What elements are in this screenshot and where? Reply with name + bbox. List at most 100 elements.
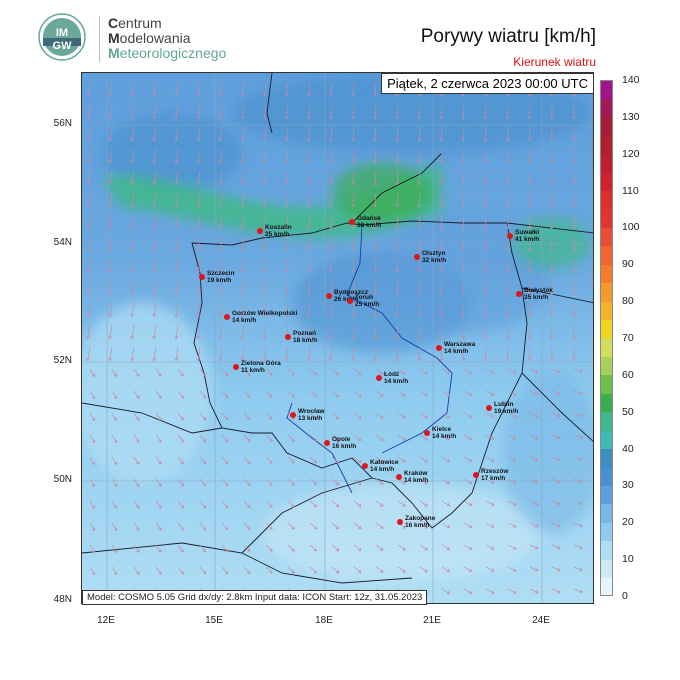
wind-arrow — [221, 456, 229, 465]
wind-arrow — [419, 412, 428, 419]
wind-arrow — [174, 258, 179, 274]
wind-arrow — [199, 478, 207, 487]
wind-arrow — [86, 236, 91, 252]
wind-arrow — [529, 412, 539, 418]
city-label: Zakopane 16 km/h — [405, 515, 435, 529]
wind-arrow — [174, 236, 179, 252]
wind-arrow — [133, 500, 140, 509]
colorbar-label: 120 — [622, 147, 640, 160]
lon-label-21: 21E — [423, 615, 441, 626]
wind-arrow — [529, 478, 539, 484]
wind-arrow — [329, 104, 333, 120]
wind-arrow — [284, 214, 289, 230]
wind-arrow — [284, 104, 289, 120]
city-marker — [347, 298, 353, 304]
wind-arrow — [155, 544, 162, 553]
wind-arrow — [262, 126, 267, 142]
lat-label-52: 52N — [53, 355, 72, 366]
wind-arrow — [262, 324, 267, 340]
wind-arrow — [196, 170, 201, 186]
wind-arrow — [395, 148, 400, 164]
svg-text:GW: GW — [53, 40, 73, 52]
wind-arrow — [485, 456, 495, 462]
wind-arrow — [155, 566, 162, 575]
colorbar-bin — [600, 540, 613, 560]
wind-arrow — [108, 148, 113, 164]
wind-arrow — [529, 544, 539, 550]
wind-arrow — [218, 170, 223, 186]
wind-arrow — [133, 390, 140, 399]
wind-arrow — [307, 82, 311, 98]
wind-arrow — [353, 368, 362, 375]
wind-arrow — [529, 500, 539, 506]
wind-arrow — [505, 148, 510, 164]
colorbar-label: 50 — [622, 405, 634, 418]
city-name: Szczecin — [207, 270, 235, 277]
wind-arrow — [461, 126, 466, 142]
map-subtitle: Kierunek wiatru — [513, 55, 596, 69]
wind-arrow — [483, 236, 488, 252]
wind-arrow — [199, 544, 207, 553]
wind-arrow — [527, 104, 532, 120]
wind-arrow — [439, 280, 444, 296]
wind-arrow — [373, 214, 377, 230]
wind-arrow — [551, 368, 561, 374]
wind-arrow — [262, 82, 267, 98]
city-marker — [233, 364, 239, 370]
colorbar-bin — [600, 503, 613, 523]
map-title: Porywy wiatru [km/h] — [420, 26, 596, 47]
wind-arrow — [243, 522, 251, 530]
wind-arrow — [284, 82, 289, 98]
wind-direction-arrows — [86, 82, 583, 598]
lat-label-48: 48N — [53, 594, 72, 605]
wind-arrow — [218, 346, 223, 362]
wind-arrow — [196, 82, 201, 98]
wind-arrow — [483, 192, 488, 208]
wind-arrow — [240, 236, 245, 252]
wind-arrow — [485, 368, 495, 374]
wind-arrow — [86, 170, 91, 186]
wind-arrow — [463, 434, 473, 440]
wind-arrow — [463, 456, 473, 462]
wind-arrow — [572, 148, 576, 164]
wind-arrow — [373, 324, 377, 340]
wind-arrow — [505, 236, 510, 252]
wind-arrow — [507, 588, 517, 594]
wind-arrow — [331, 368, 340, 376]
wind-arrow — [89, 478, 95, 488]
wind-arrow — [395, 192, 400, 208]
wind-arrow — [262, 302, 267, 318]
wind-arrow — [218, 236, 223, 252]
city-marker — [473, 472, 479, 478]
wind-arrow — [199, 522, 207, 531]
wind-arrow — [240, 170, 245, 186]
wind-arrow — [505, 324, 510, 340]
wind-arrow — [351, 126, 355, 142]
wind-arrow — [130, 82, 135, 98]
wind-arrow — [174, 346, 179, 362]
colorbar-bin — [600, 98, 613, 118]
wind-arrow — [331, 566, 340, 574]
wind-arrow — [507, 368, 517, 374]
wind-arrow — [505, 346, 510, 362]
city-gust-value: 16 km/h — [405, 522, 430, 529]
city-marker — [516, 291, 522, 297]
wind-arrow — [353, 390, 362, 397]
city-label: Gorzów Wielkopolski 14 km/h — [232, 310, 297, 324]
wind-arrow — [329, 214, 333, 230]
wind-arrow — [262, 346, 267, 362]
colorbar-bin — [600, 264, 613, 284]
colorbar-bin — [600, 374, 613, 394]
wind-arrow — [309, 412, 318, 420]
wind-arrow — [243, 390, 251, 398]
wind-arrow — [221, 434, 229, 443]
wind-arrow — [373, 280, 377, 296]
city-label: Zielona Góra 11 km/h — [241, 360, 281, 374]
wind-arrow — [196, 280, 201, 296]
wind-arrow — [108, 192, 113, 208]
wind-arrow — [551, 390, 561, 396]
wind-arrow — [527, 192, 532, 208]
wind-arrow — [439, 236, 444, 252]
city-name: Katowice — [370, 459, 399, 466]
colorbar-bin — [600, 522, 613, 542]
